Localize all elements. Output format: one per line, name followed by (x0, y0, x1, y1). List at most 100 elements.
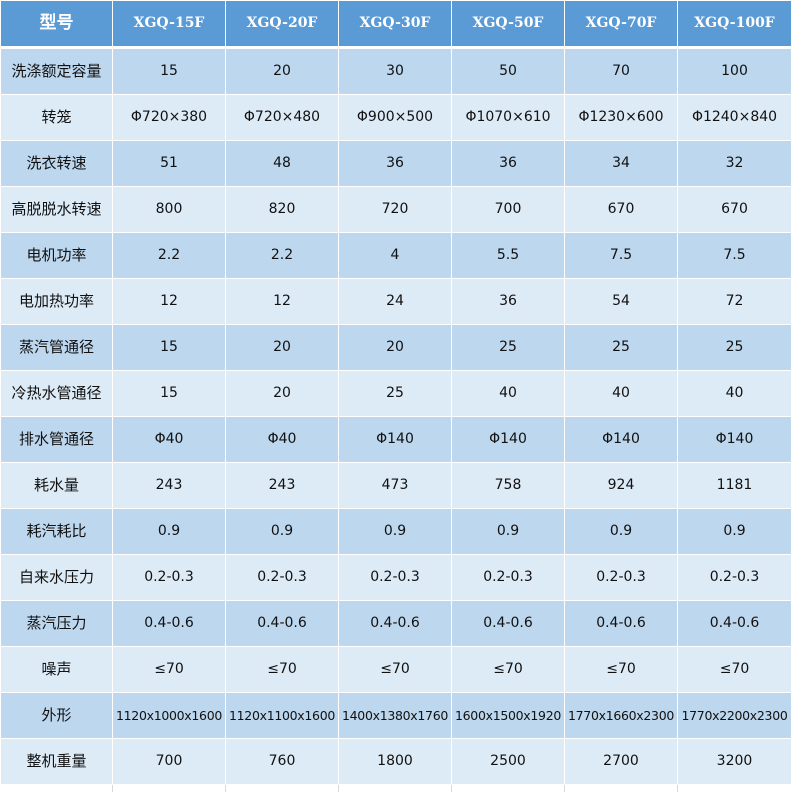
table-cell: 1181 (677, 462, 792, 509)
table-cell: Φ40 (225, 416, 339, 463)
table-cell: 800 (112, 186, 226, 233)
table-row: 电机功率 2.2 2.2 4 5.5 7.5 7.5 (0, 232, 792, 279)
table-cell: 50 (451, 47, 565, 95)
table-cell: 0.2-0.3 (225, 554, 339, 601)
row-label: 洗涤额定容量 (0, 47, 113, 95)
row-label: 洗衣转速 (0, 140, 113, 187)
table-cell: 0.2-0.3 (338, 554, 452, 601)
row-label: 排水管通径 (0, 416, 113, 463)
table-row: 外形 1120x1000x1600 1120x1100x1600 1400x1380x… (0, 692, 792, 739)
table-cell: 0.4-0.6 (677, 600, 792, 647)
table-cell: Φ1240×840 (677, 94, 792, 141)
table-cell: 2500 (451, 738, 565, 785)
table-cell: 700 (451, 186, 565, 233)
table-row: 噪声 ≤70 ≤70 ≤70 ≤70 ≤70 ≤70 (0, 646, 792, 693)
table-row: 洗涤额定容量 15 20 30 50 70 100 (0, 47, 792, 95)
table-cell: 670 (677, 186, 792, 233)
row-label: 转笼 (0, 94, 113, 141)
table-cell: Φ720×480 (225, 94, 339, 141)
table-cell: Φ140 (564, 416, 678, 463)
row-label: 耗水量 (0, 462, 113, 509)
table-row: 耗汽耗比 0.9 0.9 0.9 0.9 0.9 0.9 (0, 508, 792, 555)
table-cell: 0.2-0.3 (112, 554, 226, 601)
table-row: 蒸汽管通径 15 20 20 25 25 25 (0, 324, 792, 371)
table-cell: 7.5 (677, 232, 792, 279)
table-row: 洗衣转速 51 48 36 36 34 32 (0, 140, 792, 187)
table-cell: 0.4-0.6 (338, 600, 452, 647)
table-cell: Φ720×380 (112, 94, 226, 141)
row-label: 蒸汽压力 (0, 600, 113, 647)
table-cell: 243 (225, 462, 339, 509)
row-label: 耗汽耗比 (0, 508, 113, 555)
table-cell: 2.2 (112, 232, 226, 279)
table-cell: 0.2-0.3 (451, 554, 565, 601)
table-cell: 25 (677, 324, 792, 371)
table-cell: 2700 (564, 738, 678, 785)
header-cell: XGQ-20F (225, 0, 339, 49)
table-cell: 20 (225, 370, 339, 417)
header-cell: XGQ-30F (338, 0, 452, 49)
table-cell: 0.9 (564, 508, 678, 555)
table-cell: 20 (338, 324, 452, 371)
header-cell: XGQ-100F (677, 0, 792, 49)
table-cell: 25 (338, 370, 452, 417)
table-tail-gridlines (0, 785, 792, 792)
table-cell: Φ40 (112, 416, 226, 463)
row-label: 噪声 (0, 646, 113, 693)
table-cell: 700 (112, 738, 226, 785)
table-cell: 15 (112, 324, 226, 371)
table-row: 冷热水管通径 15 20 25 40 40 40 (0, 370, 792, 417)
table-cell: 24 (338, 278, 452, 325)
table-cell: 1800 (338, 738, 452, 785)
table-cell: 1120x1000x1600 (112, 692, 226, 739)
table-cell: 51 (112, 140, 226, 187)
table-cell: 0.9 (112, 508, 226, 555)
table-cell: ≤70 (225, 646, 339, 693)
table-cell: 0.2-0.3 (677, 554, 792, 601)
table-cell: Φ140 (338, 416, 452, 463)
table-cell: 40 (677, 370, 792, 417)
table-cell: 0.9 (338, 508, 452, 555)
table-cell: 0.4-0.6 (564, 600, 678, 647)
table-cell: 3200 (677, 738, 792, 785)
table-cell: Φ1230×600 (564, 94, 678, 141)
table-row: 耗水量 243 243 473 758 924 1181 (0, 462, 792, 509)
table-row: 蒸汽压力 0.4-0.6 0.4-0.6 0.4-0.6 0.4-0.6 0.4-0.6 0… (0, 600, 792, 647)
row-label: 自来水压力 (0, 554, 113, 601)
table-cell: ≤70 (451, 646, 565, 693)
table-cell: 820 (225, 186, 339, 233)
table-cell: 924 (564, 462, 678, 509)
table-cell: 100 (677, 47, 792, 95)
table-cell: 40 (451, 370, 565, 417)
table-cell: 36 (451, 278, 565, 325)
table-cell: 1400x1380x1760 (338, 692, 452, 739)
table-cell: 1770x1660x2300 (564, 692, 678, 739)
table-cell: 5.5 (451, 232, 565, 279)
row-label: 外形 (0, 692, 113, 739)
table-cell: 0.4-0.6 (451, 600, 565, 647)
table-cell: Φ140 (677, 416, 792, 463)
table-cell: 12 (225, 278, 339, 325)
table-cell: ≤70 (112, 646, 226, 693)
table-cell: 473 (338, 462, 452, 509)
table-row: 整机重量 700 760 1800 2500 2700 3200 (0, 738, 792, 785)
table-cell: 25 (451, 324, 565, 371)
table-row: 电加热功率 12 12 24 36 54 72 (0, 278, 792, 325)
row-label: 高脱脱水转速 (0, 186, 113, 233)
table-cell: 30 (338, 47, 452, 95)
row-label: 蒸汽管通径 (0, 324, 113, 371)
table-cell: 760 (225, 738, 339, 785)
table-row: 高脱脱水转速 800 820 720 700 670 670 (0, 186, 792, 233)
table-cell: 0.4-0.6 (112, 600, 226, 647)
table-cell: 54 (564, 278, 678, 325)
table-cell: 0.2-0.3 (564, 554, 678, 601)
table-cell: 15 (112, 370, 226, 417)
table-cell: 0.9 (451, 508, 565, 555)
table-cell: 70 (564, 47, 678, 95)
table-cell: 36 (338, 140, 452, 187)
table-cell: 0.9 (225, 508, 339, 555)
header-cell: XGQ-70F (564, 0, 678, 49)
table-cell: 4 (338, 232, 452, 279)
table-body: 洗涤额定容量 15 20 30 50 70 100 转笼 Φ720×380 Φ720×480 Φ90… (0, 47, 792, 785)
